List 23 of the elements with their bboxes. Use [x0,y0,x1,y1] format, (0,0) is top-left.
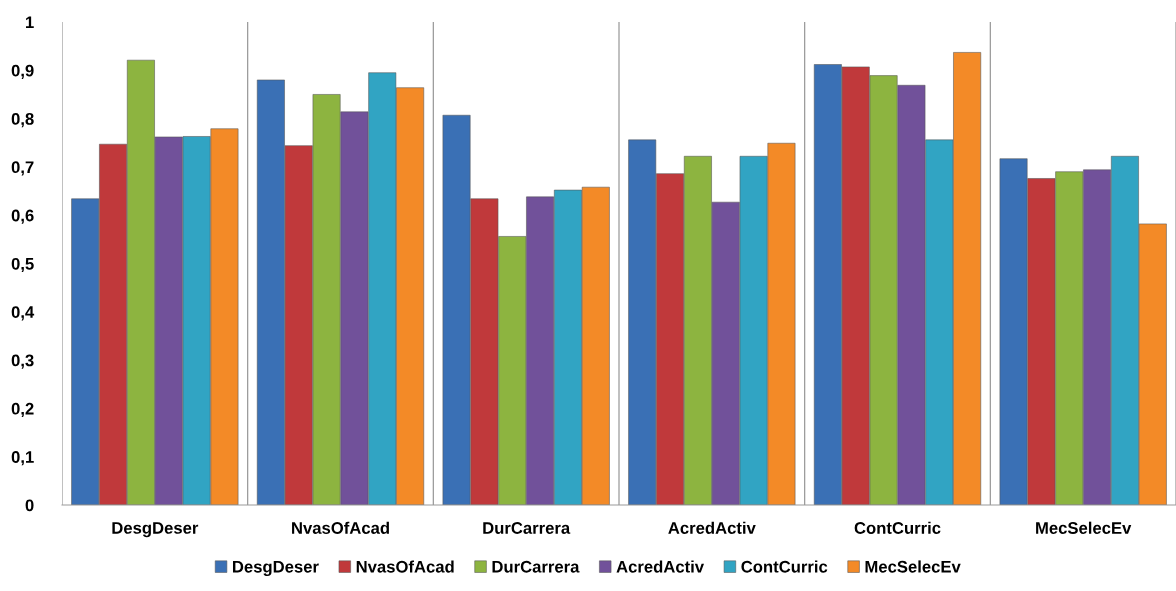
x-tick-label: MecSelecEv [1036,521,1132,534]
x-tick-label: DurCarrera [483,522,571,534]
x-tick-label: NvasOfAcad [292,521,389,534]
y-tick-label: 0,1 [11,451,34,466]
x-tick-label: ContCurric [854,521,941,534]
y-tick-label: 0,8 [11,113,34,128]
legend-label: ContCurric [741,560,828,573]
y-tick-label: 0,6 [11,209,34,224]
y-tick-label: 0,4 [11,306,35,321]
y-tick-label: 0,5 [11,257,34,273]
y-tick-label: 0,2 [11,402,34,418]
legend-label: DurCarrera [492,560,580,573]
x-tick-label: AcredActiv [668,521,756,534]
legend-label: NvasOfAcad [356,560,454,573]
y-tick-label: 0 [25,499,34,512]
x-tick-label: DesgDeser [112,522,199,538]
legend-label: AcredActiv [616,560,704,573]
legend-label: MecSelecEv [865,560,961,573]
y-tick-label: 0,9 [11,64,34,79]
y-tick-label: 0,7 [11,161,34,176]
y-tick-label: 0,3 [11,354,34,369]
y-tick-label: 1 [26,16,34,29]
legend-label: DesgDeser [232,561,319,576]
